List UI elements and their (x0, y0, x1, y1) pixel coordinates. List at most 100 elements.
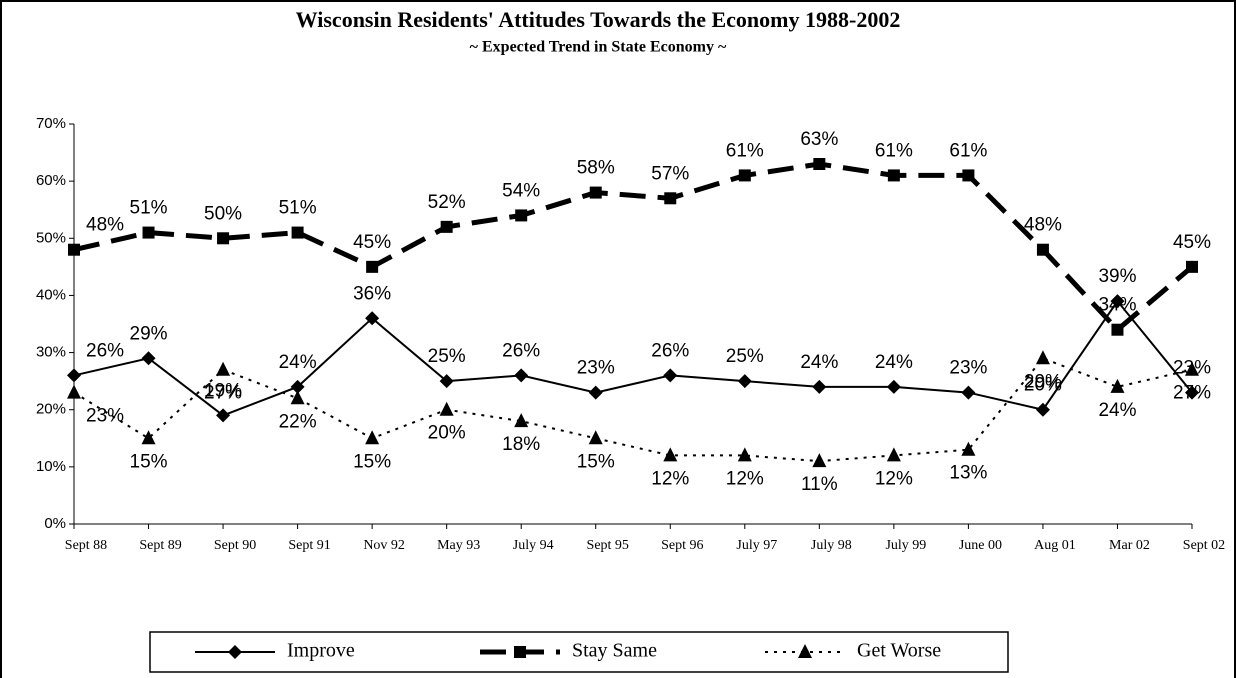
x-tick-label: June 00 (959, 538, 1002, 553)
y-tick-label: 60% (36, 172, 66, 189)
point (737, 374, 752, 389)
x-tick-label: Sept 96 (661, 538, 703, 553)
x-tick-label: July 97 (736, 538, 777, 553)
point (439, 401, 454, 416)
data-label: 51% (130, 198, 168, 219)
point (961, 441, 976, 456)
point (514, 413, 529, 428)
data-label: 45% (353, 232, 391, 253)
point (216, 361, 231, 376)
data-label: 26% (651, 340, 689, 361)
point (663, 447, 678, 462)
x-tick-label: July 98 (811, 538, 852, 553)
data-label: 13% (949, 463, 987, 484)
point (1111, 323, 1124, 336)
x-tick-label: Nov 92 (363, 538, 405, 553)
point (515, 209, 528, 222)
point (439, 374, 454, 389)
data-label: 24% (875, 352, 913, 373)
point (1110, 294, 1125, 309)
point (813, 158, 826, 170)
data-label: 11% (801, 474, 838, 495)
chart-title: Wisconsin Residents' Attitudes Towards t… (296, 7, 901, 32)
data-label: 51% (279, 198, 317, 219)
data-label: 15% (577, 451, 615, 472)
data-label: 12% (651, 468, 689, 489)
point (1110, 378, 1125, 393)
chart-subtitle: ~ Expected Trend in State Economy ~ (470, 39, 727, 56)
point (290, 390, 305, 405)
x-tick-label: Sept 02 (1183, 538, 1225, 553)
series-line (73, 161, 1194, 334)
data-label: 20% (1024, 375, 1062, 396)
data-label: 23% (949, 358, 987, 379)
data-label: 29% (1024, 371, 1062, 392)
data-label: 12% (875, 468, 913, 489)
y-tick-label: 10% (36, 458, 66, 475)
point (365, 311, 380, 326)
legend-label: Stay Same (572, 640, 657, 662)
point (67, 368, 81, 383)
legend-box (149, 631, 1009, 673)
point (217, 232, 230, 245)
point (738, 169, 751, 182)
point (514, 368, 529, 383)
data-label: 27% (1173, 383, 1211, 404)
legend-label: Improve (287, 640, 355, 662)
data-label: 23% (86, 406, 124, 427)
point (1035, 402, 1050, 417)
data-label: 36% (353, 283, 391, 304)
point (290, 379, 305, 394)
data-label: 12% (726, 468, 764, 489)
point (1185, 385, 1199, 400)
data-label: 24% (1098, 400, 1136, 421)
point (67, 384, 81, 399)
data-label: 54% (502, 180, 540, 201)
point (664, 192, 677, 205)
point (1186, 260, 1198, 273)
data-label: 19% (204, 380, 242, 401)
point (1036, 243, 1049, 256)
point (291, 226, 304, 239)
data-label: 34% (1098, 295, 1136, 316)
x-tick-label: Mar 02 (1109, 538, 1150, 553)
legend-marker (798, 644, 812, 658)
point (440, 220, 453, 233)
point (886, 379, 901, 394)
data-label: 29% (130, 323, 168, 344)
x-tick-label: July 94 (513, 538, 554, 553)
legend-marker (514, 646, 526, 658)
x-tick-label: Aug 01 (1034, 538, 1076, 553)
point (68, 243, 80, 256)
x-tick-label: May 93 (437, 538, 480, 553)
data-label: 24% (279, 352, 317, 373)
y-tick-label: 70% (36, 115, 66, 132)
x-tick-label: Sept 95 (587, 538, 629, 553)
point (962, 169, 975, 182)
data-label: 15% (353, 451, 391, 472)
x-tick-label: Sept 91 (288, 538, 330, 553)
data-label: 15% (130, 451, 168, 472)
data-label: 61% (726, 140, 764, 161)
point (812, 379, 827, 394)
point (961, 385, 976, 400)
data-label: 45% (1173, 232, 1211, 253)
point (588, 385, 603, 400)
legend-marker (228, 645, 242, 659)
legend-label: Get Worse (857, 640, 941, 662)
point (141, 430, 156, 445)
data-label: 23% (577, 358, 615, 379)
point (216, 408, 231, 423)
y-tick-label: 50% (36, 229, 66, 246)
x-tick-label: Sept 88 (65, 538, 107, 553)
data-label: 27% (204, 383, 242, 404)
point (886, 447, 901, 462)
series-line (73, 299, 1193, 417)
point (142, 226, 155, 239)
point (812, 453, 827, 468)
point (365, 430, 380, 445)
data-label: 61% (875, 140, 913, 161)
data-label: 50% (204, 203, 242, 224)
